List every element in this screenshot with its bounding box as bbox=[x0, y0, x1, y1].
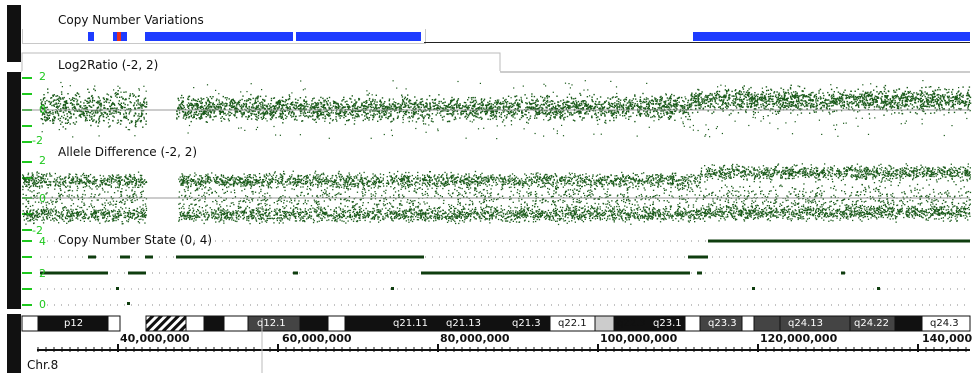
state-tick-top: 4 bbox=[39, 235, 46, 248]
log2-tick-top: 2 bbox=[39, 70, 46, 83]
log2-tick-bottom: -2 bbox=[32, 134, 43, 147]
ideogram-band-label: q22.3 bbox=[617, 318, 646, 329]
data-tracks-handle[interactable] bbox=[7, 72, 21, 309]
allele-tick-mid: 0 bbox=[39, 192, 46, 205]
cnv-loss-segment[interactable] bbox=[117, 32, 121, 41]
ideogram-band-label: q21.13 bbox=[446, 318, 481, 329]
log2-scatter-points bbox=[40, 80, 972, 140]
ideogram-band-label: q21.3 bbox=[512, 318, 541, 329]
allele-scatter-points bbox=[22, 163, 972, 226]
ideogram-band-label: q22.1 bbox=[558, 318, 587, 329]
ideogram-band-label: q24.22 bbox=[854, 318, 889, 329]
ideogram-band-label: q24.13 bbox=[788, 318, 823, 329]
cnv-segment[interactable] bbox=[121, 32, 127, 41]
cnv-segment[interactable] bbox=[296, 32, 421, 41]
ruler-label-100m: 100,000,000 bbox=[600, 332, 678, 345]
log2-track-title: Log2Ratio (-2, 2) bbox=[58, 58, 159, 72]
cnv-track-title-box bbox=[22, 29, 426, 44]
allele-tick-top: 2 bbox=[39, 154, 46, 167]
allele-track-title: Allele Difference (-2, 2) bbox=[58, 145, 198, 159]
chromosome-label: Chr.8 bbox=[27, 358, 59, 372]
ideogram-band-label: q24.3 bbox=[930, 318, 959, 329]
chromosome-ideogram bbox=[21, 315, 971, 332]
cnv-segment[interactable] bbox=[88, 32, 94, 41]
ideogram-band-label: q12.1 bbox=[257, 318, 286, 329]
ideogram-band-label: q21.11 bbox=[393, 318, 428, 329]
cnv-track-title: Copy Number Variations bbox=[58, 13, 204, 27]
cnv-track-baseline bbox=[424, 42, 970, 43]
ruler-track-handle[interactable] bbox=[7, 314, 21, 373]
state-track-title: Copy Number State (0, 4) bbox=[58, 233, 213, 247]
ideogram-band-label: p12 bbox=[64, 318, 84, 329]
ruler-label-140m: 140,000,000 bbox=[922, 332, 972, 345]
ideogram-band-label: q23.3 bbox=[708, 318, 737, 329]
log2-tick-mid: 0 bbox=[39, 103, 46, 116]
ruler-label-40m: 40,000,000 bbox=[120, 332, 190, 345]
ruler-label-120m: 120,000,000 bbox=[760, 332, 838, 345]
cnv-track-handle[interactable] bbox=[7, 5, 21, 62]
cnv-segment[interactable] bbox=[693, 32, 970, 41]
ruler-label-60m: 60,000,000 bbox=[282, 332, 352, 345]
cnv-segment[interactable] bbox=[145, 32, 293, 41]
cnv-segment[interactable] bbox=[113, 32, 117, 41]
allele-tick-bottom: -2 bbox=[32, 224, 43, 237]
copy-number-state-segments bbox=[40, 239, 970, 275]
state-tick-bottom: 0 bbox=[39, 298, 46, 311]
state-tick-mid: 2 bbox=[39, 267, 46, 280]
ruler-label-80m: 80,000,000 bbox=[440, 332, 510, 345]
ideogram-band-label: q23.1 bbox=[653, 318, 682, 329]
